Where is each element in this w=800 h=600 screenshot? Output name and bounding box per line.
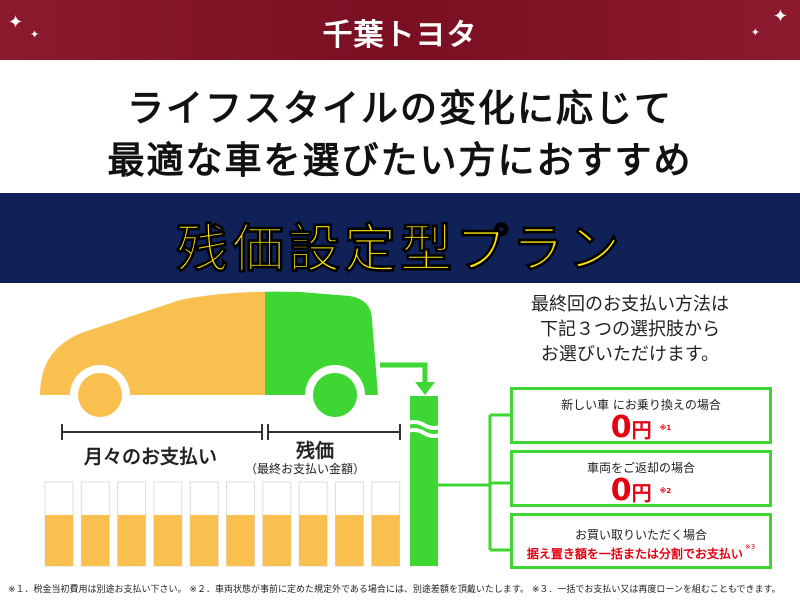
footnote-mark: ※3 bbox=[744, 543, 756, 551]
footnote: ※１．税金当初費用は別途お支払い下さい。 ※２．車両状態が事前に定めた規定外であ… bbox=[8, 585, 781, 595]
break-mark bbox=[402, 420, 446, 438]
monthly-label: 月々のお支払い bbox=[80, 442, 222, 469]
option-trade-in: 新しい車 にお乗り換えの場合 0円 ※1 bbox=[510, 387, 772, 444]
sparkle-icon: ✦ bbox=[772, 6, 788, 27]
monthly-payment-bar bbox=[117, 515, 146, 566]
option-title: 車両をご返却の場合 bbox=[586, 461, 695, 475]
sparkle-icon: ✦ bbox=[750, 26, 760, 39]
option-return: 車両をご返却の場合 0円 ※2 bbox=[510, 450, 772, 507]
option-detail: 据え置き額を一括または分割でお支払い bbox=[526, 547, 743, 561]
option-buyout: お買い取りいただく場合 据え置き額を一括または分割でお支払い ※3 bbox=[510, 513, 772, 569]
monthly-payment-bar bbox=[81, 515, 110, 566]
monthly-payment-bar bbox=[190, 515, 219, 566]
monthly-payment-bar bbox=[371, 515, 400, 566]
residual-label: 残価 bbox=[296, 440, 335, 462]
lead-line-2: 最適な車を選びたい方におすすめ bbox=[107, 139, 693, 182]
intro-line: お選びいただけます。 bbox=[540, 344, 720, 365]
residual-sublabel: （最終お支払い金額） bbox=[245, 462, 366, 476]
car-monthly-part bbox=[40, 291, 265, 395]
logo: 千葉トヨタ bbox=[322, 18, 478, 53]
currency-unit: 円 bbox=[631, 418, 652, 442]
lead-line-1: ライフスタイルの変化に応じて bbox=[127, 87, 673, 130]
sparkle-icon: ✦ bbox=[8, 12, 24, 33]
sparkle-icon: ✦ bbox=[30, 28, 40, 41]
plan-title: 残価設定型プラン bbox=[175, 220, 624, 281]
monthly-payment-bar bbox=[226, 515, 255, 566]
monthly-payment-bar bbox=[335, 515, 364, 566]
monthly-payment-bar bbox=[262, 515, 291, 566]
header-bar: ✦ ✦ ✦ ✦ 千葉トヨタ bbox=[0, 0, 800, 60]
plan-banner: 残価設定型プラン bbox=[0, 193, 800, 283]
monthly-payment-bar bbox=[45, 515, 73, 566]
option-amount: 0 bbox=[610, 473, 632, 508]
monthly-payment-bar bbox=[153, 515, 182, 566]
option-connector bbox=[438, 413, 510, 552]
footnote-mark: ※1 bbox=[659, 424, 672, 432]
option-title: お買い取りいただく場合 bbox=[574, 528, 707, 542]
currency-unit: 円 bbox=[631, 481, 652, 505]
intro-line: 最終回のお支払い方法は bbox=[531, 294, 729, 315]
connector-line bbox=[380, 362, 428, 385]
footnote-mark: ※2 bbox=[659, 487, 672, 495]
option-amount: 0 bbox=[610, 410, 632, 445]
option-title: 新しい車 にお乗り換えの場合 bbox=[561, 398, 721, 412]
monthly-payment-bar bbox=[299, 515, 328, 566]
intro-text: 最終回のお支払い方法は 下記３つの選択肢から お選びいただけます。 bbox=[480, 292, 780, 367]
intro-line: 下記３つの選択肢から bbox=[540, 319, 720, 340]
